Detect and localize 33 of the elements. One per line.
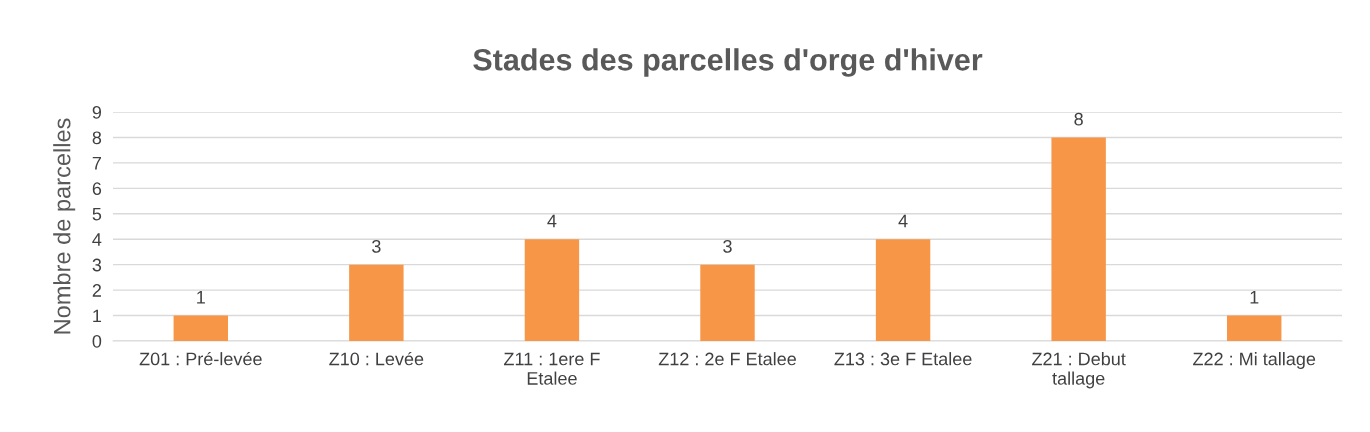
x-tick-label: Z22 : Mi tallage — [1193, 352, 1316, 369]
y-tick-label: 4 — [92, 233, 102, 246]
y-tick-label: 0 — [92, 334, 102, 348]
x-tick-label: Z12 : 2e F Etalee — [658, 352, 796, 366]
y-tick-label: 3 — [92, 258, 102, 272]
x-tick-label: Z11 : 1ere F Etalee — [504, 352, 600, 385]
data-label: 4 — [547, 214, 557, 228]
data-label: 8 — [1074, 112, 1083, 126]
y-tick-label: 1 — [93, 309, 102, 323]
data-label: 1 — [1250, 291, 1259, 304]
data-label: 1 — [197, 291, 205, 304]
data-label: 4 — [898, 214, 908, 228]
y-tick-label: 6 — [92, 182, 102, 196]
y-tick-label: 7 — [92, 157, 101, 170]
y-tick-label: 2 — [92, 284, 101, 297]
x-tick-label: Z21 : Debut tallage — [1032, 352, 1126, 389]
y-axis-title: Nombre de parcelles — [53, 118, 76, 334]
y-tick-label: 5 — [92, 207, 102, 221]
x-tick-label: Z13 : 3e F Etalee — [834, 352, 972, 366]
y-tick-label: 8 — [92, 131, 102, 145]
data-label: 3 — [372, 239, 381, 253]
bar — [875, 239, 931, 341]
bar — [1051, 137, 1106, 341]
x-tick-label: Z10 : Levée — [329, 351, 424, 366]
bar — [1227, 315, 1282, 341]
data-label: 3 — [723, 239, 732, 253]
bar — [173, 315, 228, 341]
chart-title: Stades des parcelles d'orge d'hiver — [473, 48, 983, 77]
bar — [700, 264, 755, 341]
bar — [524, 239, 580, 341]
bar — [349, 264, 404, 341]
y-tick-label: 9 — [92, 105, 102, 119]
x-tick-label: Z01 : Pré-levée — [139, 351, 262, 366]
